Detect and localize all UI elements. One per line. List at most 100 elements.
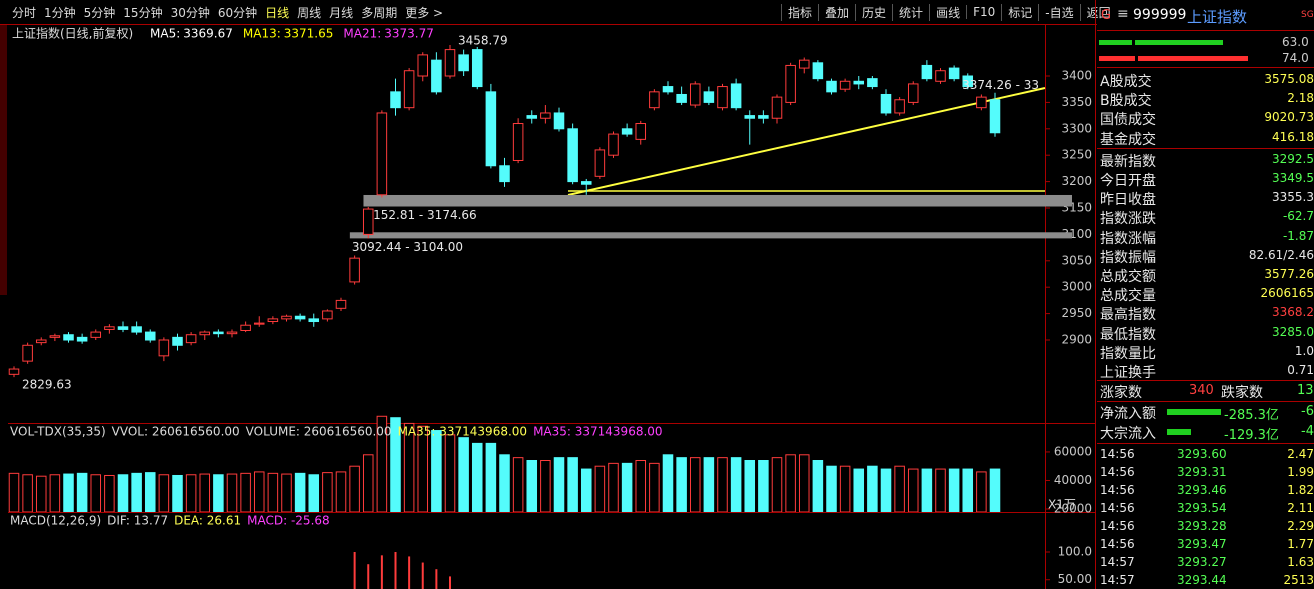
separator [1097,67,1314,68]
stat-label: 指数振幅 [1100,249,1156,266]
volume-bar [281,473,292,512]
stat-value: -1.87 [1282,228,1314,243]
stat-value: 3575.08 [1264,72,1314,86]
period-tab[interactable]: 5分钟 [83,5,116,20]
stat-value: -62.7 [1282,209,1314,224]
volume-bar [444,434,456,512]
candle-body [689,83,701,106]
tick-time: 14:56 [1100,483,1135,497]
candle-body [798,59,810,69]
volume-bar [144,472,156,512]
candle-body [608,133,619,156]
tool-button[interactable]: 历史 [855,3,892,21]
stat-label: 总成交额 [1100,269,1156,285]
volume-bars [8,415,1001,512]
candle-body [540,112,551,119]
candle-body [935,70,946,82]
y-tick-label: 3300 [1061,121,1092,135]
stat-value: 3355.3 [1272,190,1314,205]
candle-body [839,80,851,90]
period-tab[interactable]: 1分钟 [44,5,76,20]
volume-bar [22,474,33,512]
candle-body [485,91,497,167]
candle-body [853,80,865,85]
volume-bar [730,457,742,512]
tick-price: 3293.47 [1177,537,1227,551]
tick-price: 3293.28 [1177,519,1227,533]
candle-body [281,315,292,320]
volume-legend: MA35: 337143968.00 [398,425,528,439]
volume-bar [785,454,796,512]
sell-bar [1138,56,1248,61]
tool-button[interactable]: 画线 [929,3,966,21]
volume-bar [649,462,660,512]
candle-body [730,83,742,109]
candle-body [267,318,279,323]
tool-button[interactable]: 标记 [1001,3,1038,21]
candle-body [349,257,360,283]
separator [1097,380,1314,381]
flow-extra: -6 [1301,404,1314,419]
period-tab[interactable]: 日线 [265,5,290,20]
tick-price: 3293.31 [1177,465,1227,479]
breadth-value: 340 [1189,383,1214,398]
period-tab[interactable]: 周线 [297,5,322,20]
candle-body [431,59,442,93]
tool-button[interactable]: F10 [966,5,1001,19]
tick-volume: 1.99 [1287,465,1314,479]
volume-bar [63,473,74,512]
volume-bar [90,474,102,512]
volume-bar [199,473,211,512]
period-tab[interactable]: 分时 [12,5,37,20]
period-tab[interactable]: 30分钟 [170,5,210,20]
candle-body [49,335,61,338]
tick-price: 3293.44 [1177,573,1227,587]
volume-bar [485,442,497,512]
period-tab[interactable]: 15分钟 [123,5,163,20]
tick-time: 14:56 [1100,447,1135,461]
period-tab[interactable]: 多周期 [361,5,398,20]
tool-button[interactable]: 指标 [781,3,818,21]
sell-bar [1099,56,1135,61]
volume-bar [390,417,401,512]
candle-body [649,91,660,109]
ma-legend-value: 3369.67 [183,27,233,41]
candle-body [921,64,933,80]
macd-legend: MACD(12,26,9) [10,514,101,528]
tool-button[interactable]: 统计 [892,3,929,21]
volume-bar [471,442,483,512]
y-tick-label: 50.00 [1058,572,1092,586]
tick-volume: 2513 [1283,573,1314,587]
stat-value: 3285.0 [1272,324,1314,339]
tool-button[interactable]: 叠加 [818,3,855,21]
y-tick-label: 3050 [1061,253,1092,267]
stat-label: 基金成交 [1100,131,1156,148]
period-tab[interactable]: 更多 > [405,5,444,20]
stat-label: 指数量比 [1100,345,1156,362]
candle-body [948,67,960,80]
candle-body [117,326,129,330]
volume-unit: X1万 [1048,498,1076,512]
tool-button[interactable]: -自选 [1038,3,1079,21]
tick-time: 14:56 [1100,537,1135,551]
period-tab[interactable]: 60分钟 [217,5,258,20]
period-bar: 分时 1分钟 5分钟 15分钟 30分钟 60分钟 日线 周线 月线 多周期 更多 > [8,0,447,24]
tool-button[interactable]: 返回 [1079,3,1117,21]
candle-body [22,344,33,362]
candle-body [185,334,197,344]
band-label: 3092.44 - 3104.00 [352,240,463,254]
volume-bar [185,474,197,512]
volume-bar [662,454,674,512]
stat-value: 3368.2 [1272,305,1314,320]
volume-bar [976,471,987,512]
volume-bar [8,472,20,512]
y-tick-label: 3350 [1061,95,1092,109]
tick-price: 3293.27 [1177,555,1227,569]
stat-label: 指数涨幅 [1100,230,1156,247]
candle-body [226,331,238,335]
chart-title: 上证指数(日线,前复权) [12,26,133,41]
buy-bar [1099,40,1132,45]
stat-label: A股成交 [1100,74,1152,90]
period-tab[interactable]: 月线 [329,5,354,20]
